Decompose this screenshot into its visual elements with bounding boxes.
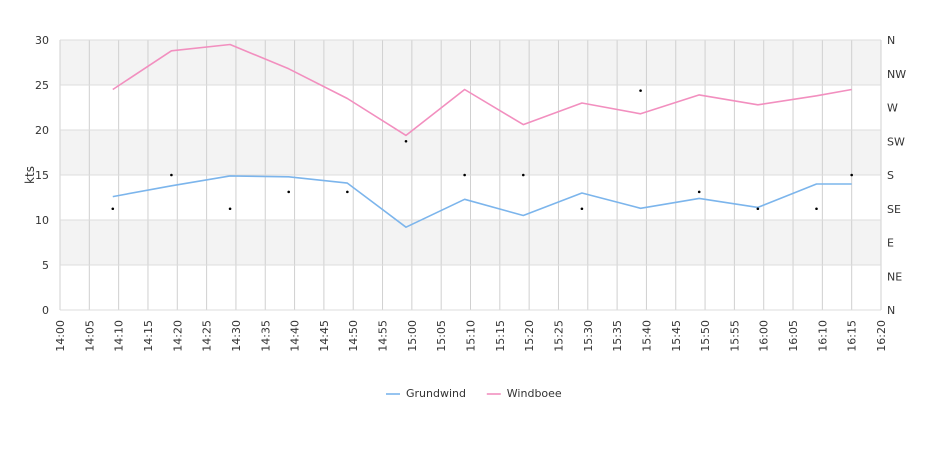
x-axis-tick-labels: 14:00 14:05 14:10 14:15 14:20 14:25 14:30 14:35…	[54, 320, 888, 352]
x-tick-label: 14:45	[318, 320, 331, 352]
x-tick-label: 15:40	[640, 320, 653, 352]
x-tick-label: 15:35	[611, 320, 624, 352]
y-tick-label: 25	[35, 79, 49, 92]
direction-tick-label: NW	[887, 68, 906, 81]
x-tick-label: 14:30	[230, 320, 243, 352]
x-tick-label: 15:05	[435, 320, 448, 352]
direction-tick-label: W	[887, 102, 898, 115]
series-line-windboee	[112, 43, 852, 137]
direction-tick-label: SE	[887, 203, 901, 216]
direction-point	[756, 207, 760, 211]
y-tick-label: 20	[35, 124, 49, 137]
horizontal-gridlines	[60, 39, 881, 311]
y-tick-label: 15	[35, 169, 49, 182]
x-tick-label: 14:00	[54, 320, 67, 352]
x-tick-label: 15:55	[728, 320, 741, 352]
y-tick-label: 10	[35, 214, 49, 227]
y-axis-label: kts	[23, 166, 37, 184]
direction-point	[815, 207, 818, 211]
direction-point	[521, 173, 525, 177]
x-tick-label: 15:45	[670, 320, 683, 352]
x-tick-label: 16:05	[787, 320, 800, 352]
x-tick-label: 15:10	[465, 320, 478, 352]
x-tick-label: 14:15	[142, 320, 155, 352]
x-tick-label: 15:25	[552, 320, 565, 352]
x-tick-label: 14:25	[201, 320, 214, 352]
direction-points	[111, 89, 853, 211]
y-tick-label: 5	[42, 259, 49, 272]
legend: Grundwind Windboee	[386, 387, 562, 400]
direction-point	[346, 190, 349, 194]
x-tick-label: 16:00	[758, 320, 771, 352]
x-tick-label: 14:50	[347, 320, 360, 352]
direction-point	[404, 139, 408, 143]
series-line-grundwind	[112, 175, 852, 228]
x-tick-label: 14:10	[113, 320, 126, 352]
x-tick-label: 15:30	[582, 320, 595, 352]
direction-point	[850, 173, 853, 177]
direction-point	[463, 173, 466, 177]
direction-point	[697, 190, 701, 194]
x-tick-label: 15:50	[699, 320, 712, 352]
y-tick-label: 0	[42, 304, 49, 317]
direction-point	[287, 190, 291, 194]
series-lines	[112, 43, 852, 228]
direction-point	[639, 89, 642, 92]
x-tick-label: 16:20	[875, 320, 888, 352]
y-axis-tick-labels: 0 5 10 15 20 25 30	[35, 34, 49, 317]
direction-tick-label: NE	[887, 270, 902, 283]
y-tick-label: 30	[35, 34, 49, 47]
x-tick-label: 15:00	[406, 320, 419, 352]
legend-label: Grundwind	[406, 387, 466, 400]
direction-tick-label: SW	[887, 135, 905, 148]
direction-tick-label: N	[887, 304, 895, 317]
x-tick-label: 14:20	[171, 320, 184, 352]
x-tick-label: 15:20	[523, 320, 536, 352]
direction-point	[170, 173, 173, 177]
x-tick-label: 15:15	[494, 320, 507, 352]
x-tick-label: 16:10	[816, 320, 829, 352]
x-tick-label: 16:15	[846, 320, 859, 352]
direction-point	[111, 207, 115, 211]
direction-tick-label: E	[887, 237, 894, 250]
direction-tick-label: S	[887, 169, 894, 182]
direction-tick-label: N	[887, 34, 895, 47]
x-tick-label: 14:05	[83, 320, 96, 352]
direction-axis-tick-labels: N NE E SE S SW W NW N	[887, 34, 906, 317]
x-tick-label: 14:55	[377, 320, 390, 352]
direction-point	[580, 207, 584, 211]
x-tick-label: 14:40	[289, 320, 302, 352]
legend-label: Windboee	[507, 387, 562, 400]
x-tick-label: 14:35	[259, 320, 272, 352]
direction-point	[228, 207, 232, 211]
